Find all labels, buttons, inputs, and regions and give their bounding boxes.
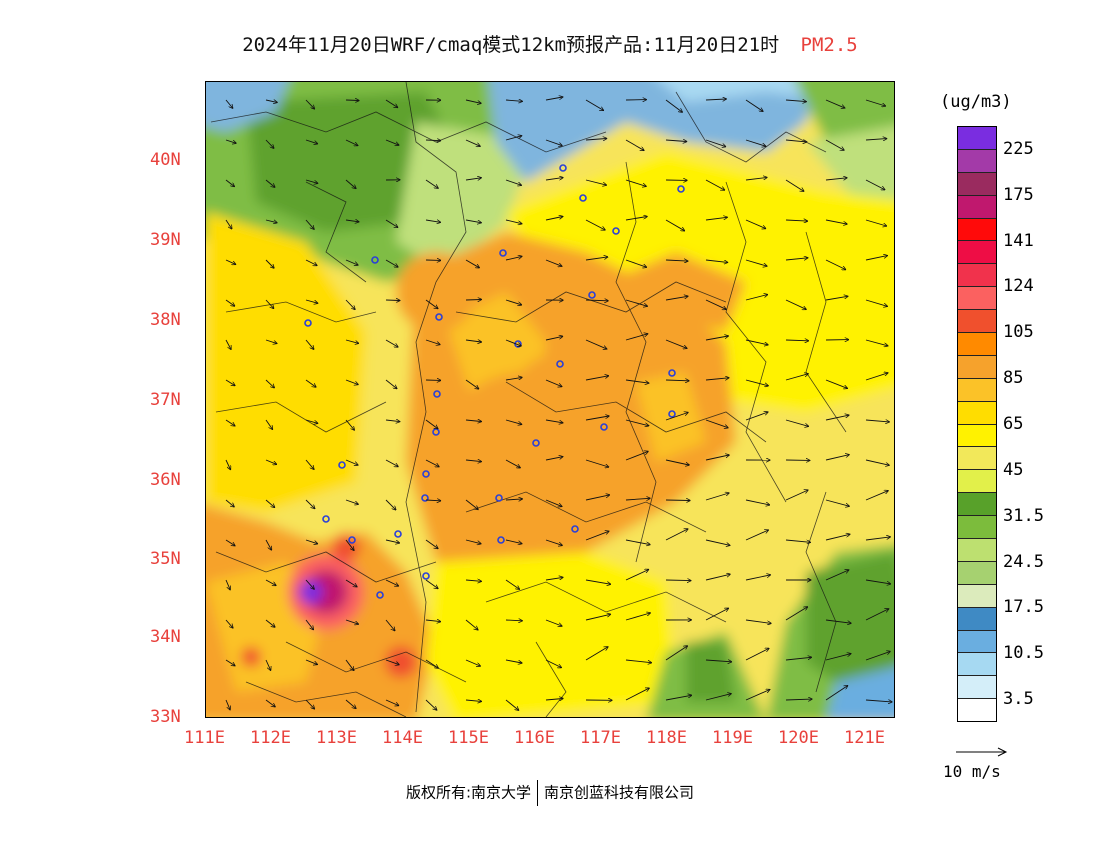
color-bar-label: 105 bbox=[1003, 322, 1034, 343]
lon-label: 115E bbox=[448, 728, 489, 748]
lat-label: 34N bbox=[150, 627, 181, 647]
lon-label: 120E bbox=[778, 728, 819, 748]
copyright-owner: 版权所有:南京大学 bbox=[405, 783, 532, 802]
wind-reference-label: 10 m/s bbox=[943, 762, 1001, 781]
lon-label: 117E bbox=[580, 728, 621, 748]
color-swatch bbox=[958, 355, 996, 379]
lon-label: 119E bbox=[712, 728, 753, 748]
lat-label: 38N bbox=[150, 310, 181, 330]
lat-label: 37N bbox=[150, 390, 181, 410]
color-swatch bbox=[958, 561, 996, 585]
color-swatch bbox=[958, 516, 996, 540]
color-bar-label: 45 bbox=[1003, 459, 1024, 480]
lon-label: 114E bbox=[382, 728, 423, 748]
copyright-company: 南京创蓝科技有限公司 bbox=[544, 783, 695, 802]
color-swatch bbox=[958, 653, 996, 677]
color-swatch bbox=[958, 401, 996, 425]
lat-label: 35N bbox=[150, 549, 181, 569]
title-main: 2024年11月20日WRF/cmaq模式12km预报产品:11月20日21时 bbox=[242, 34, 780, 56]
color-bar-label: 85 bbox=[1003, 368, 1024, 389]
color-swatch bbox=[958, 195, 996, 219]
color-bar-label: 10.5 bbox=[1003, 643, 1044, 664]
color-swatch bbox=[958, 424, 996, 448]
color-bar-label: 31.5 bbox=[1003, 505, 1044, 526]
color-swatch bbox=[958, 333, 996, 356]
color-bar bbox=[957, 126, 997, 722]
lat-label: 33N bbox=[150, 707, 181, 727]
lat-label: 36N bbox=[150, 470, 181, 490]
lon-label: 118E bbox=[646, 728, 687, 748]
color-swatch bbox=[958, 493, 996, 517]
color-swatch bbox=[958, 447, 996, 471]
color-swatch bbox=[958, 287, 996, 311]
color-swatch bbox=[958, 676, 996, 700]
color-bar-label: 65 bbox=[1003, 414, 1024, 434]
color-swatch bbox=[958, 172, 996, 196]
color-bar-label: 17.5 bbox=[1003, 597, 1044, 618]
color-swatch bbox=[958, 470, 996, 494]
lon-label: 112E bbox=[250, 728, 291, 748]
color-swatch bbox=[958, 264, 996, 288]
lon-label: 113E bbox=[316, 728, 357, 748]
color-swatch bbox=[958, 699, 996, 722]
color-bar-label: 141 bbox=[1003, 230, 1034, 251]
color-swatch bbox=[958, 218, 996, 242]
footer-divider bbox=[537, 780, 539, 806]
color-bar-label: 225 bbox=[1003, 138, 1034, 159]
color-swatch bbox=[958, 127, 996, 150]
color-swatch bbox=[958, 607, 996, 631]
color-swatch bbox=[958, 378, 996, 402]
color-bar-label: 24.5 bbox=[1003, 551, 1044, 572]
color-swatch bbox=[958, 539, 996, 562]
color-swatch bbox=[958, 630, 996, 654]
pollutant-label: PM2.5 bbox=[800, 34, 858, 56]
copyright-footer: 版权所有:南京大学 南京创蓝科技有限公司 bbox=[0, 780, 1100, 806]
lat-label: 40N bbox=[150, 150, 181, 170]
lon-label: 116E bbox=[514, 728, 555, 748]
concentration-field bbox=[206, 82, 894, 717]
color-bar-label: 3.5 bbox=[1003, 689, 1034, 710]
color-swatch bbox=[958, 241, 996, 265]
lat-label: 39N bbox=[150, 230, 181, 250]
lon-label: 121E bbox=[844, 728, 885, 748]
chart-title: 2024年11月20日WRF/cmaq模式12km预报产品:11月20日21时 … bbox=[0, 30, 1100, 57]
color-bar-label: 124 bbox=[1003, 276, 1034, 297]
color-swatch bbox=[958, 584, 996, 608]
legend-units: (ug/m3) bbox=[940, 92, 1012, 112]
color-swatch bbox=[958, 149, 996, 173]
color-bar-label: 175 bbox=[1003, 184, 1034, 205]
forecast-map bbox=[205, 81, 895, 718]
color-swatch bbox=[958, 310, 996, 334]
wind-reference-arrow bbox=[956, 747, 1008, 757]
lon-label: 111E bbox=[184, 728, 225, 748]
